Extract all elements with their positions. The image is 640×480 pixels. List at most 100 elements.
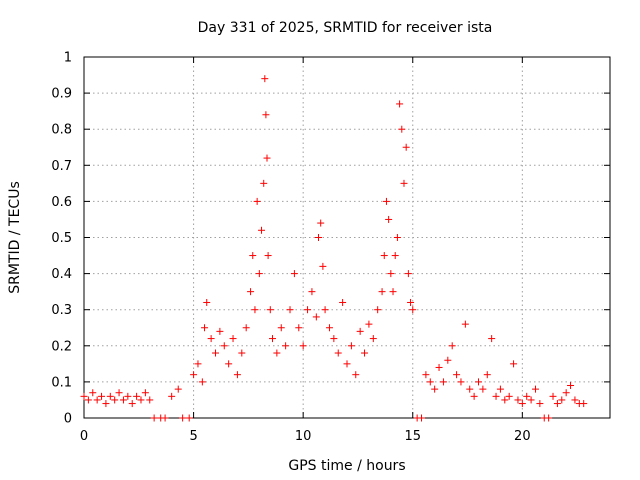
data-point bbox=[220, 342, 228, 350]
data-point bbox=[146, 396, 154, 404]
data-point bbox=[247, 288, 255, 296]
data-point bbox=[435, 363, 443, 371]
data-point bbox=[385, 215, 393, 223]
data-point bbox=[398, 125, 406, 133]
data-point bbox=[488, 335, 496, 343]
data-point bbox=[115, 389, 123, 397]
data-point bbox=[268, 335, 276, 343]
data-point bbox=[404, 270, 412, 278]
data-point bbox=[106, 392, 114, 400]
data-point bbox=[168, 392, 176, 400]
y-tick-label: 0.9 bbox=[51, 87, 72, 102]
data-point bbox=[317, 219, 325, 227]
data-point bbox=[426, 378, 434, 386]
data-point bbox=[536, 400, 544, 408]
data-point bbox=[418, 414, 426, 422]
data-point bbox=[325, 324, 333, 332]
data-point bbox=[453, 371, 461, 379]
data-point bbox=[562, 389, 570, 397]
y-axis-label: SRMTID / TECUs bbox=[7, 181, 23, 294]
grid bbox=[84, 57, 610, 418]
x-tick-label: 5 bbox=[189, 429, 197, 444]
data-point bbox=[216, 327, 224, 335]
data-point bbox=[361, 349, 369, 357]
data-point bbox=[277, 324, 285, 332]
data-point bbox=[374, 306, 382, 314]
data-point bbox=[251, 306, 259, 314]
data-point bbox=[261, 75, 269, 83]
data-point bbox=[80, 392, 88, 400]
data-point bbox=[212, 349, 219, 357]
data-point bbox=[402, 143, 410, 151]
data-point bbox=[407, 298, 415, 306]
data-point bbox=[266, 306, 274, 314]
data-point bbox=[304, 306, 312, 314]
data-point bbox=[378, 288, 386, 296]
data-point bbox=[339, 298, 347, 306]
y-tick-label: 0.3 bbox=[51, 303, 72, 318]
y-tick-label: 0.8 bbox=[51, 123, 72, 138]
data-point bbox=[290, 270, 298, 278]
data-point bbox=[258, 226, 266, 234]
data-point bbox=[299, 342, 307, 350]
data-point bbox=[89, 389, 97, 397]
data-point bbox=[391, 252, 399, 260]
data-point bbox=[190, 371, 198, 379]
y-tick-label: 0.7 bbox=[51, 159, 72, 174]
y-tick-label: 0.4 bbox=[51, 267, 72, 282]
data-point bbox=[295, 324, 303, 332]
y-tick-label: 0.2 bbox=[51, 339, 72, 354]
data-point bbox=[315, 234, 323, 241]
data-point bbox=[319, 262, 327, 270]
y-tick-label: 0.1 bbox=[51, 375, 72, 390]
data-point bbox=[264, 252, 272, 260]
data-point bbox=[201, 324, 209, 332]
data-point bbox=[545, 414, 553, 422]
data-point bbox=[356, 327, 364, 335]
data-point bbox=[444, 356, 452, 364]
data-point bbox=[431, 385, 439, 393]
data-point bbox=[466, 385, 474, 393]
data-point bbox=[409, 306, 417, 314]
data-point bbox=[273, 349, 281, 357]
data-point bbox=[387, 270, 395, 278]
axis-ticks: 00.10.20.30.40.50.60.70.80.910 5 10 15 20 bbox=[51, 51, 610, 444]
x-tick-label: 15 bbox=[404, 429, 421, 444]
data-point bbox=[505, 392, 513, 400]
data-point bbox=[161, 414, 169, 422]
data-point bbox=[518, 400, 526, 408]
data-point bbox=[98, 392, 106, 400]
data-point bbox=[501, 396, 509, 404]
data-point bbox=[475, 378, 482, 386]
data-point bbox=[253, 197, 261, 205]
data-point bbox=[194, 360, 202, 368]
data-point bbox=[334, 349, 342, 357]
data-point bbox=[382, 197, 390, 205]
data-point bbox=[531, 385, 539, 393]
data-point bbox=[567, 382, 575, 390]
data-point bbox=[233, 371, 241, 379]
data-point bbox=[352, 371, 360, 379]
data-point bbox=[207, 335, 215, 343]
data-point bbox=[457, 378, 465, 386]
data-point bbox=[260, 179, 268, 187]
data-point bbox=[369, 335, 377, 343]
data-point bbox=[255, 270, 263, 278]
data-point bbox=[549, 392, 557, 400]
data-point bbox=[119, 396, 127, 404]
data-point bbox=[527, 396, 535, 404]
data-point bbox=[242, 324, 250, 332]
data-point bbox=[262, 111, 270, 119]
data-point bbox=[198, 378, 206, 386]
x-tick-label: 10 bbox=[295, 429, 312, 444]
data-point bbox=[124, 392, 132, 400]
data-point bbox=[84, 396, 92, 404]
data-point bbox=[330, 335, 338, 343]
y-tick-label: 1 bbox=[64, 51, 72, 66]
data-point bbox=[128, 400, 136, 408]
data-point bbox=[393, 234, 401, 241]
data-point bbox=[249, 252, 257, 260]
data-point bbox=[133, 392, 141, 400]
data-point bbox=[137, 396, 145, 404]
data-point bbox=[93, 396, 101, 404]
